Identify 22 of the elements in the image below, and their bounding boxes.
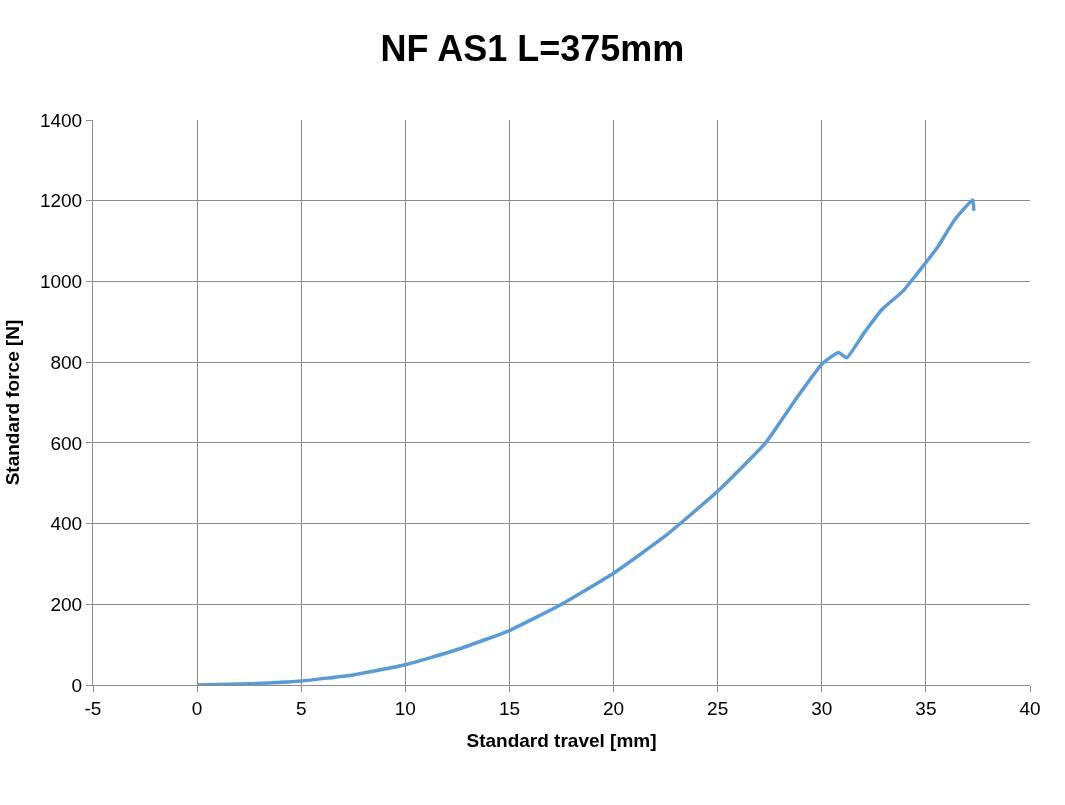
y-tick-label: 400: [50, 513, 83, 535]
x-tick-label: 25: [707, 697, 729, 719]
y-tick-label: 0: [71, 674, 83, 696]
x-tick-label: 10: [394, 697, 416, 719]
line-series: [195, 198, 976, 685]
x-tick-label: 15: [498, 697, 521, 719]
y-tick-label: 800: [50, 351, 83, 373]
x-tick-label: 35: [915, 697, 937, 719]
y-tick-label: 1200: [39, 190, 83, 212]
x-tick-label: 20: [602, 697, 625, 719]
y-tick-label: 1000: [39, 271, 83, 293]
x-tick-label: 0: [191, 697, 203, 719]
y-tick-label: 600: [50, 432, 83, 454]
x-tick-label: 30: [811, 697, 833, 719]
x-tick-label: -5: [84, 697, 102, 719]
y-tick-label: 1400: [39, 109, 83, 131]
y-axis-title: Standard force [N]: [1, 319, 23, 486]
x-tick-label: 5: [295, 697, 307, 719]
y-tick-label: 200: [50, 593, 83, 615]
x-axis-title: Standard travel [mm]: [466, 729, 657, 751]
chart-title: NF AS1 L=375mm: [380, 28, 685, 70]
x-tick-label: 40: [1019, 697, 1041, 719]
